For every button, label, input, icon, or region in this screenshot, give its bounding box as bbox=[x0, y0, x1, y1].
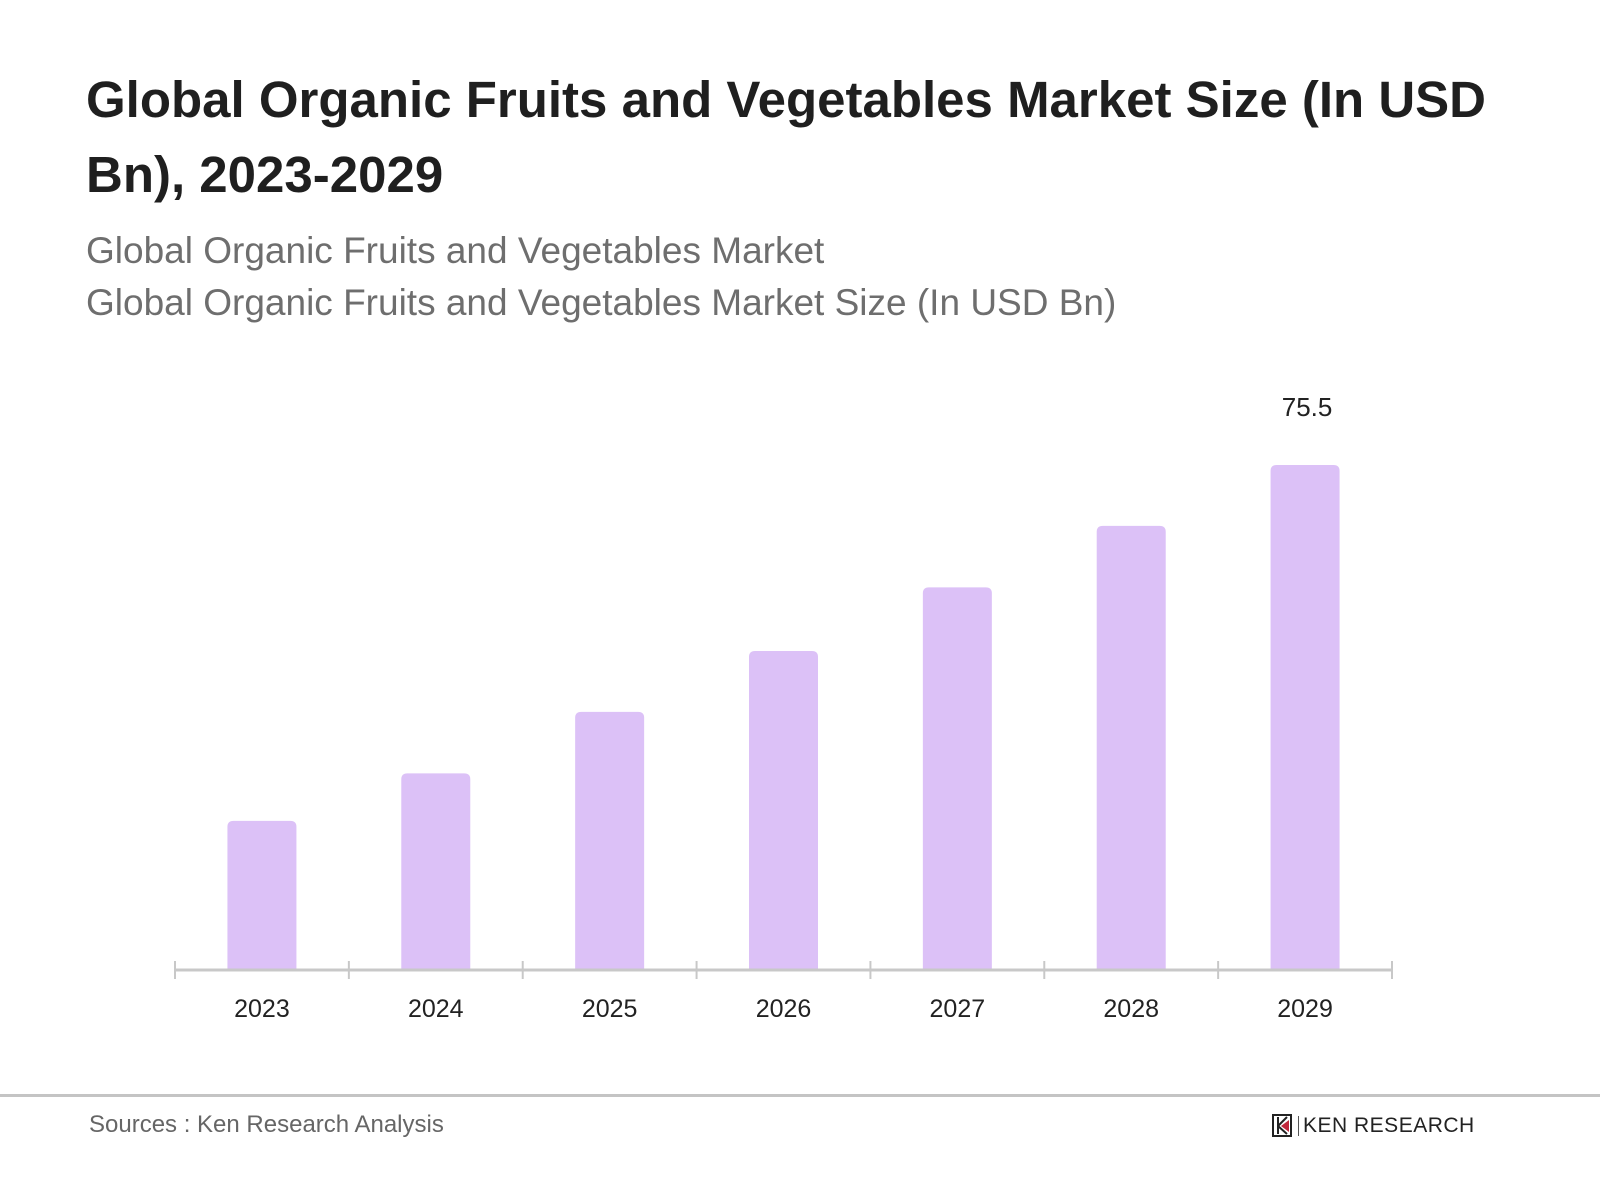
x-tick-label-2024: 2024 bbox=[408, 995, 464, 1023]
ken-research-logo: KEN RESEARCH bbox=[1272, 1114, 1475, 1138]
bar-2028 bbox=[1096, 525, 1166, 970]
chart-subtitle: Global Organic Fruits and Vegetables Mar… bbox=[86, 230, 825, 271]
x-tick-label-2029: 2029 bbox=[1277, 995, 1333, 1023]
bar-2023 bbox=[227, 820, 297, 970]
bar-chart: 2023 2024 2025 2026 2027 2028 2029 75.5 bbox=[174, 392, 1393, 1023]
x-tick-label-2025: 2025 bbox=[582, 995, 638, 1023]
x-tick-label-2026: 2026 bbox=[756, 995, 812, 1023]
chart-title: Global Organic Fruits and Vegetables Mar… bbox=[86, 71, 1487, 203]
bar-2026 bbox=[749, 650, 818, 970]
bar-2027 bbox=[922, 587, 992, 970]
bar-2029 bbox=[1270, 465, 1340, 970]
source-note: Sources : Ken Research Analysis bbox=[89, 1111, 444, 1138]
x-tick-label-2027: 2027 bbox=[930, 995, 986, 1023]
footer-divider bbox=[0, 1094, 1600, 1097]
bar-2024 bbox=[401, 773, 471, 970]
x-tick-label-2028: 2028 bbox=[1103, 995, 1159, 1023]
ken-logo-icon bbox=[1272, 1114, 1292, 1137]
x-tick-label-2023: 2023 bbox=[234, 995, 290, 1023]
logo-text: KEN RESEARCH bbox=[1303, 1114, 1475, 1137]
chart-subtitle-2: Global Organic Fruits and Vegetables Mar… bbox=[86, 282, 1117, 323]
bar-2025 bbox=[575, 711, 645, 970]
data-label-2029: 75.5 bbox=[1282, 392, 1333, 422]
